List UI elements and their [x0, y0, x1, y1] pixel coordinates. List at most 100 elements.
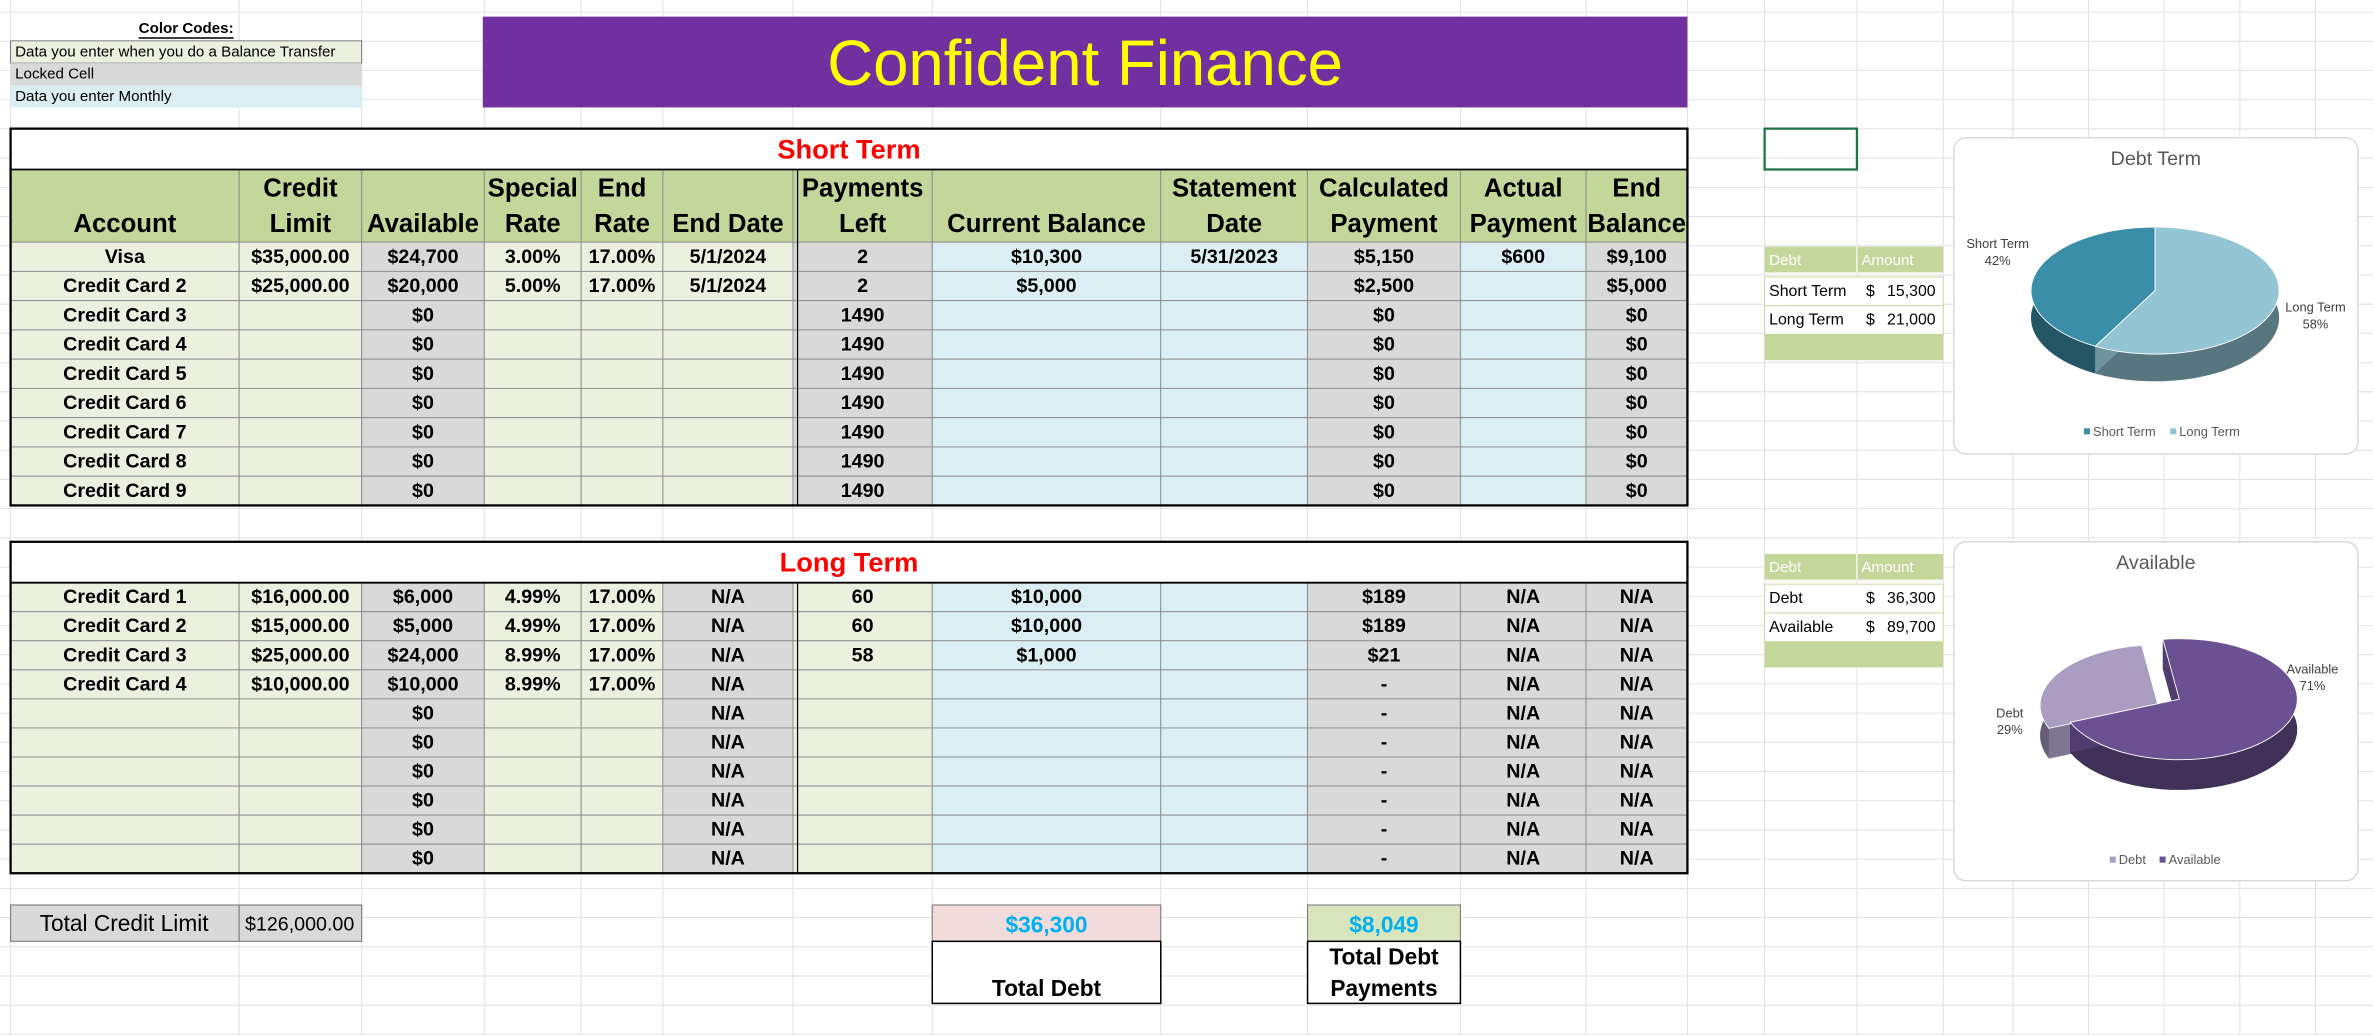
header-cell — [1160, 169, 1309, 243]
cell-value: $0 — [1373, 421, 1395, 443]
table-cell — [792, 756, 933, 787]
slice-label: Debt — [1996, 705, 2024, 720]
table-cell — [662, 669, 794, 700]
cell-value: - — [1381, 731, 1388, 753]
cell-value: N/A — [711, 819, 745, 841]
page-title: Confident Finance — [827, 28, 1343, 99]
table-cell — [1160, 582, 1309, 613]
total-label: Total Debt — [1329, 943, 1439, 969]
table-cell — [1307, 698, 1461, 729]
total-value: $8,049 — [1349, 912, 1418, 938]
color-code-label: Locked Cell — [15, 66, 94, 83]
cell-value: 5/1/2024 — [690, 246, 767, 268]
table-cell — [1160, 698, 1309, 729]
header-cell — [361, 169, 485, 243]
table-cell — [361, 582, 485, 613]
legend-marker — [2109, 856, 2116, 863]
cell-value: $15,000.00 — [251, 615, 349, 637]
color-code-swatch — [10, 63, 362, 86]
table-cell — [1307, 300, 1461, 331]
table-cell — [1307, 241, 1461, 272]
table-cell — [931, 727, 1162, 758]
table-cell — [1307, 669, 1461, 700]
table-cell — [662, 843, 794, 874]
cell-value: $10,000.00 — [251, 673, 349, 695]
table-cell — [1459, 669, 1587, 700]
cell-value: $0 — [412, 848, 434, 870]
cell-value: - — [1381, 761, 1388, 783]
table-cell — [361, 611, 485, 642]
table-cell — [483, 387, 582, 419]
total-label: Total Credit Limit — [40, 910, 210, 936]
cell-value: 1490 — [841, 421, 885, 443]
table-cell — [662, 300, 794, 331]
slice-label: Short Term — [1966, 236, 2029, 251]
summary-currency: $ — [1866, 619, 1875, 636]
total-label-cell — [10, 904, 240, 942]
summary-header-text: Amount — [1861, 559, 1914, 576]
table-cell — [1585, 300, 1688, 331]
table-cell — [10, 241, 240, 272]
column-header: Current Balance — [947, 210, 1146, 238]
table-cell — [361, 446, 485, 477]
cell-value: $1,000 — [1016, 644, 1076, 666]
table-cell — [361, 270, 485, 302]
cell-value: N/A — [1620, 702, 1654, 724]
table-cell — [361, 387, 485, 419]
table-cell — [931, 785, 1162, 816]
table-cell — [361, 727, 485, 758]
column-header: Available — [367, 210, 479, 238]
column-header: End — [1612, 174, 1661, 202]
table-cell — [1585, 270, 1688, 302]
cell-value: $35,000.00 — [251, 246, 349, 268]
cell-value: - — [1381, 790, 1388, 812]
summary-row — [1764, 305, 1944, 335]
color-code-label: Data you enter when you do a Balance Tra… — [15, 43, 335, 60]
table-cell — [580, 358, 664, 389]
legend-marker — [2159, 856, 2166, 863]
table-cell — [483, 475, 582, 506]
table-cell — [931, 669, 1162, 700]
table-cell — [483, 843, 582, 874]
column-header: End Date — [672, 210, 783, 238]
account-name: Credit Card 2 — [63, 615, 186, 637]
selected-cell[interactable] — [1763, 127, 1859, 171]
cell-value: - — [1381, 673, 1388, 695]
table-cell — [580, 300, 664, 331]
cell-value: 1490 — [841, 304, 885, 326]
color-codes-title: Color Codes: — [139, 20, 234, 37]
table-cell — [580, 727, 664, 758]
cell-value: N/A — [711, 848, 745, 870]
total-value-cell — [1307, 904, 1461, 942]
cell-value: $21 — [1368, 644, 1401, 666]
summary-value: 36,300 — [1887, 590, 1936, 607]
table-cell — [238, 329, 363, 360]
table-cell — [1459, 270, 1587, 302]
table-cell — [580, 814, 664, 845]
legend-label: Available — [2169, 852, 2221, 867]
table-cell — [361, 358, 485, 389]
table-cell — [931, 387, 1162, 419]
table-cell — [1307, 814, 1461, 845]
chart-title: Available — [2116, 552, 2195, 574]
header-cell — [10, 169, 240, 243]
table-cell — [1585, 475, 1688, 506]
cell-value: 2 — [857, 246, 868, 268]
table-cell — [580, 698, 664, 729]
cell-value: $25,000.00 — [251, 644, 349, 666]
cell-value: $0 — [412, 480, 434, 502]
table-cell — [483, 727, 582, 758]
cell-value: N/A — [1506, 790, 1540, 812]
cell-value: $600 — [1501, 246, 1545, 268]
table-cell — [10, 727, 240, 758]
cell-value: N/A — [1620, 790, 1654, 812]
column-header: Limit — [270, 210, 332, 238]
cell-value: N/A — [1620, 615, 1654, 637]
table-cell — [1459, 446, 1587, 477]
account-name: Credit Card 4 — [63, 334, 186, 356]
table-cell — [1459, 785, 1587, 816]
table-cell — [361, 814, 485, 845]
table-title: Short Term — [777, 134, 920, 165]
table-cell — [1160, 756, 1309, 787]
cell-value: $0 — [1626, 392, 1648, 414]
